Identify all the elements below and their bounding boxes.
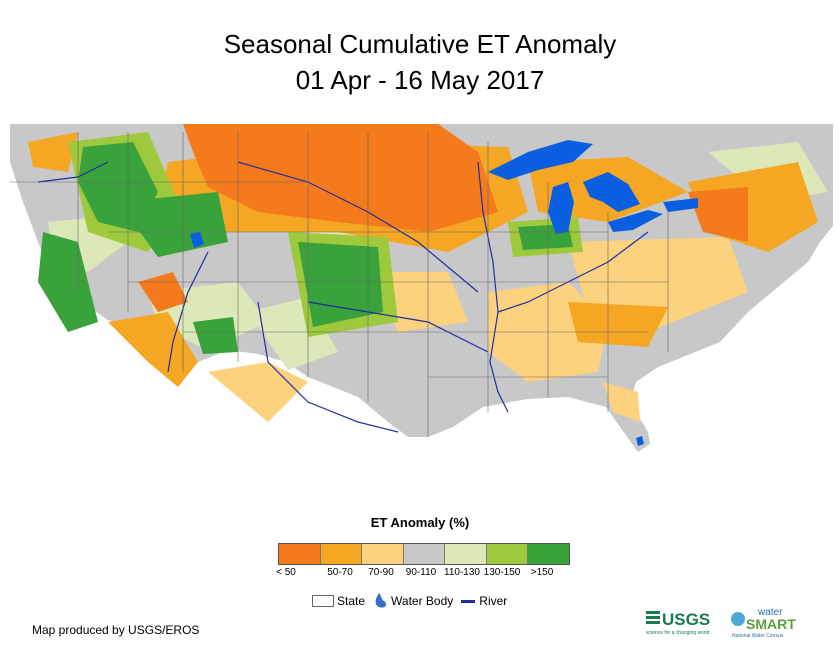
feature-river: River: [461, 594, 507, 608]
svg-text:USGS: USGS: [662, 610, 710, 629]
water-drop-icon: [375, 593, 387, 608]
legend-swatch-lt50: [279, 544, 320, 564]
legend-title: ET Anomaly (%): [370, 515, 470, 530]
feature-river-label: River: [479, 594, 508, 608]
lake-huron: [583, 172, 640, 212]
rio-grande: [257, 301, 399, 433]
svg-text:SMART: SMART: [746, 616, 796, 632]
legend-label-90-110: 90-110: [405, 567, 437, 578]
legend-swatch-gt150: [527, 544, 569, 564]
feature-legend: State Water Body River: [312, 592, 515, 610]
map-date-range: 01 Apr - 16 May 2017: [295, 65, 545, 95]
agency-logos: USGS science for a changing world water …: [646, 607, 796, 639]
legend-color-bar: [278, 543, 570, 565]
et-anomaly-map: [10, 124, 833, 452]
legend-swatch-90-110: [402, 544, 444, 564]
legend-label-lt50: < 50: [276, 567, 296, 578]
state-boundaries: [10, 132, 669, 437]
colorado-river: [167, 251, 209, 373]
feature-water-body: Water Body: [373, 592, 453, 610]
legend-swatch-70-90: [361, 544, 403, 564]
feature-water-body-label: Water Body: [391, 594, 454, 608]
water-bodies: [190, 140, 698, 446]
legend-label-gt150: >150: [530, 567, 554, 578]
legend-label-110-130: 110-130: [444, 567, 480, 578]
state-swatch-icon: [312, 595, 334, 607]
lake-erie: [608, 210, 663, 232]
legend-tick-labels: < 50 50-70 70-90 90-110 110-130 130-150 …: [262, 567, 582, 581]
svg-text:water: water: [757, 607, 783, 618]
lake-superior: [488, 140, 593, 180]
map-title: Seasonal Cumulative ET Anomaly: [223, 29, 617, 59]
lake-michigan: [548, 182, 574, 234]
lake-ontario: [663, 198, 698, 212]
map-credit: Map produced by USGS/EROS: [32, 623, 200, 637]
great-salt-lake: [190, 232, 204, 248]
arkansas-river: [307, 301, 489, 353]
legend-swatch-110-130: [444, 544, 486, 564]
svg-text:science for a changing world: science for a changing world: [646, 630, 710, 636]
watersmart-logo: water SMART National Water Census: [731, 607, 796, 639]
legend-swatch-50-70: [319, 544, 361, 564]
feature-state-label: State: [337, 594, 366, 608]
usgs-logo: USGS science for a changing world: [646, 610, 710, 636]
legend-swatch-130-150: [485, 544, 527, 564]
river-line-icon: [461, 599, 476, 603]
wet-gt150-regions: [38, 142, 573, 354]
lake-okeechobee: [636, 436, 644, 446]
legend-label-130-150: 130-150: [483, 567, 521, 578]
legend-label-50-70: 50-70: [327, 567, 353, 578]
svg-text:National Water Census: National Water Census: [732, 633, 784, 639]
legend-label-70-90: 70-90: [368, 567, 394, 578]
feature-state: State: [312, 594, 365, 608]
